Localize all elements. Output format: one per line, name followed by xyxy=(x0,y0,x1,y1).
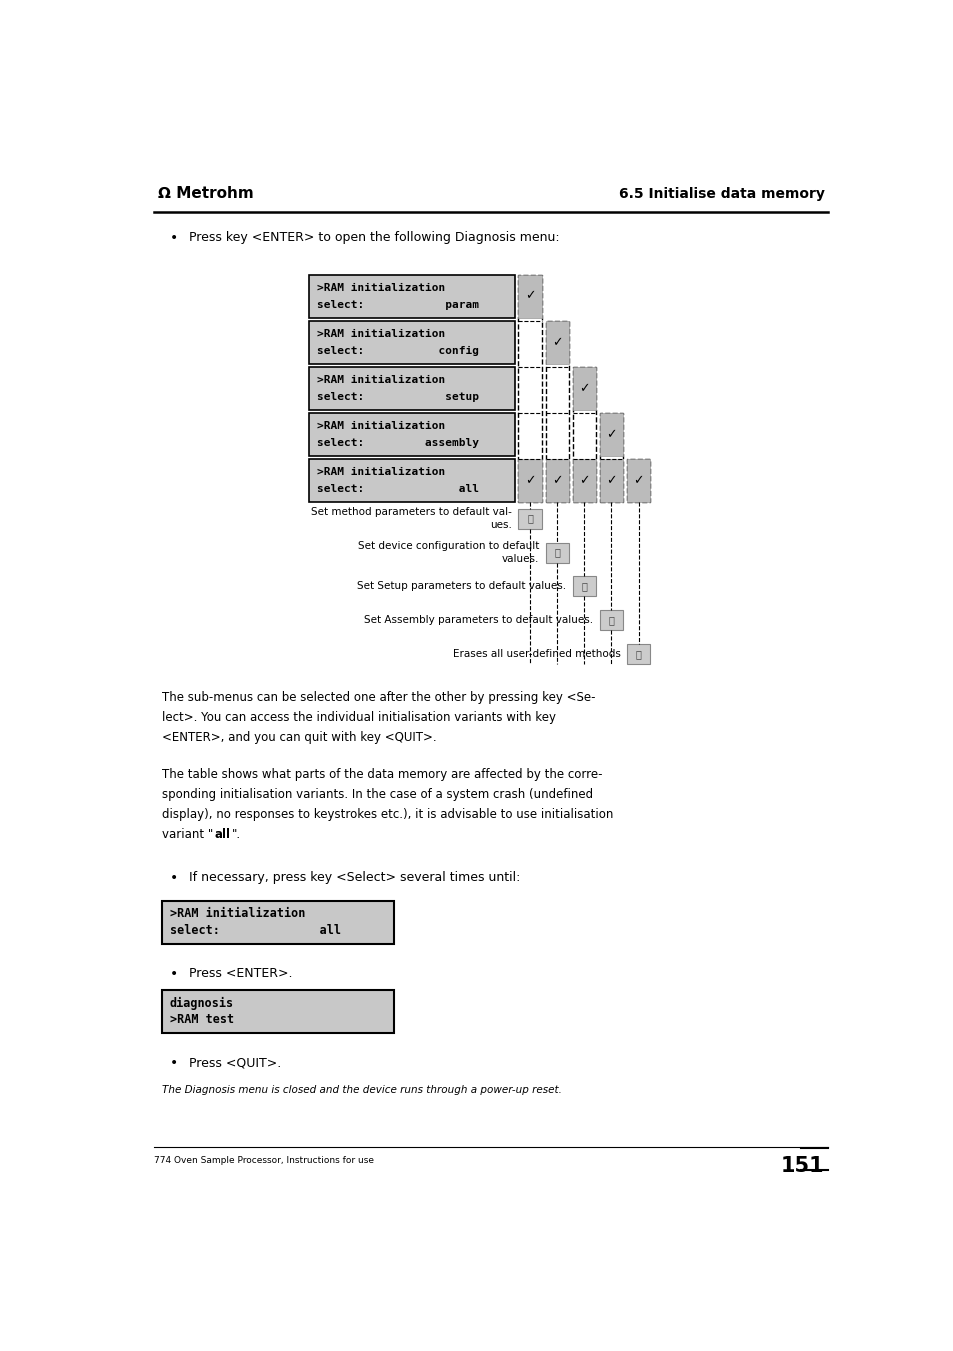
Bar xyxy=(309,320,514,363)
Text: ⎘: ⎘ xyxy=(608,615,614,626)
Text: ✓: ✓ xyxy=(551,474,561,488)
Text: ✓: ✓ xyxy=(524,474,535,488)
Bar xyxy=(545,543,568,562)
Text: ✓: ✓ xyxy=(578,382,589,394)
Bar xyxy=(517,274,541,503)
Text: lect>. You can access the individual initialisation variants with key: lect>. You can access the individual ini… xyxy=(162,711,556,724)
Bar xyxy=(517,274,541,317)
Text: sponding initialisation variants. In the case of a system crash (undefined: sponding initialisation variants. In the… xyxy=(162,788,593,801)
Text: all: all xyxy=(214,828,231,842)
Text: display), no responses to keystrokes etc.), it is advisable to use initialisatio: display), no responses to keystrokes etc… xyxy=(162,808,613,821)
Text: select:         assembly: select: assembly xyxy=(316,438,478,449)
Bar xyxy=(626,459,649,503)
Text: <ENTER>, and you can quit with key <QUIT>.: <ENTER>, and you can quit with key <QUIT… xyxy=(162,731,436,744)
Bar xyxy=(626,459,649,503)
Text: ✓: ✓ xyxy=(605,428,616,442)
Text: •: • xyxy=(170,967,177,981)
Text: ✓: ✓ xyxy=(605,474,616,488)
Text: select:              all: select: all xyxy=(316,485,478,494)
Text: >RAM initialization: >RAM initialization xyxy=(316,422,445,431)
Bar xyxy=(599,611,622,631)
Bar xyxy=(599,413,622,503)
Text: >RAM initialization: >RAM initialization xyxy=(316,328,445,339)
Text: variant ": variant " xyxy=(162,828,213,842)
Text: The table shows what parts of the data memory are affected by the corre-: The table shows what parts of the data m… xyxy=(162,769,601,781)
Text: Ω Metrohm: Ω Metrohm xyxy=(158,186,253,201)
Text: >RAM initialization: >RAM initialization xyxy=(316,282,445,293)
Bar xyxy=(162,901,394,943)
Text: >RAM initialization: >RAM initialization xyxy=(316,376,445,385)
Text: ⎘: ⎘ xyxy=(580,581,587,592)
Bar xyxy=(545,459,568,503)
Text: If necessary, press key <Select> several times until:: If necessary, press key <Select> several… xyxy=(189,871,519,885)
Bar xyxy=(162,990,394,1034)
Bar xyxy=(309,459,514,503)
Text: Set Setup parameters to default values.: Set Setup parameters to default values. xyxy=(357,581,566,592)
Bar xyxy=(626,644,649,665)
Text: >RAM test: >RAM test xyxy=(170,1013,233,1027)
Text: Erases all user-defined methods: Erases all user-defined methods xyxy=(453,648,620,659)
Text: •: • xyxy=(170,1056,177,1070)
Text: ✓: ✓ xyxy=(551,336,561,349)
Text: >RAM initialization: >RAM initialization xyxy=(316,467,445,477)
Bar xyxy=(309,274,514,317)
Text: 151: 151 xyxy=(781,1156,823,1177)
Text: select:            param: select: param xyxy=(316,300,478,309)
Text: 6.5 Initialise data memory: 6.5 Initialise data memory xyxy=(618,186,823,201)
Text: ⎘: ⎘ xyxy=(635,648,640,659)
Bar xyxy=(517,508,541,528)
Text: Press key <ENTER> to open the following Diagnosis menu:: Press key <ENTER> to open the following … xyxy=(189,231,559,243)
Text: Set Assembly parameters to default values.: Set Assembly parameters to default value… xyxy=(364,615,593,626)
Bar xyxy=(572,459,596,503)
Text: ".: ". xyxy=(232,828,240,842)
Text: •: • xyxy=(170,231,177,245)
Bar xyxy=(599,413,622,457)
Text: Press <ENTER>.: Press <ENTER>. xyxy=(189,967,293,979)
Text: ⎘: ⎘ xyxy=(526,513,533,524)
Text: >RAM initialization: >RAM initialization xyxy=(170,907,305,920)
Text: ⎘: ⎘ xyxy=(554,547,559,558)
Text: The Diagnosis menu is closed and the device runs through a power-up reset.: The Diagnosis menu is closed and the dev… xyxy=(162,1085,561,1096)
Bar xyxy=(517,459,541,503)
Bar xyxy=(599,459,622,503)
Text: ✓: ✓ xyxy=(524,289,535,303)
Bar xyxy=(309,413,514,457)
Text: ✓: ✓ xyxy=(633,474,643,488)
Bar xyxy=(309,367,514,411)
Bar xyxy=(545,320,568,503)
Bar xyxy=(572,367,596,411)
Text: select:            setup: select: setup xyxy=(316,392,478,403)
Text: select:              all: select: all xyxy=(170,924,340,938)
Bar xyxy=(572,367,596,503)
Bar xyxy=(545,320,568,363)
Text: ✓: ✓ xyxy=(578,474,589,488)
Text: 774 Oven Sample Processor, Instructions for use: 774 Oven Sample Processor, Instructions … xyxy=(154,1156,374,1165)
Text: •: • xyxy=(170,871,177,885)
Bar xyxy=(572,577,596,596)
Text: Press <QUIT>.: Press <QUIT>. xyxy=(189,1056,281,1069)
Text: The sub-menus can be selected one after the other by pressing key <Se-: The sub-menus can be selected one after … xyxy=(162,692,595,704)
Text: diagnosis: diagnosis xyxy=(170,997,233,1009)
Text: select:           config: select: config xyxy=(316,346,478,355)
Text: Set device configuration to default
values.: Set device configuration to default valu… xyxy=(357,542,538,563)
Text: Set method parameters to default val-
ues.: Set method parameters to default val- ue… xyxy=(311,508,512,530)
